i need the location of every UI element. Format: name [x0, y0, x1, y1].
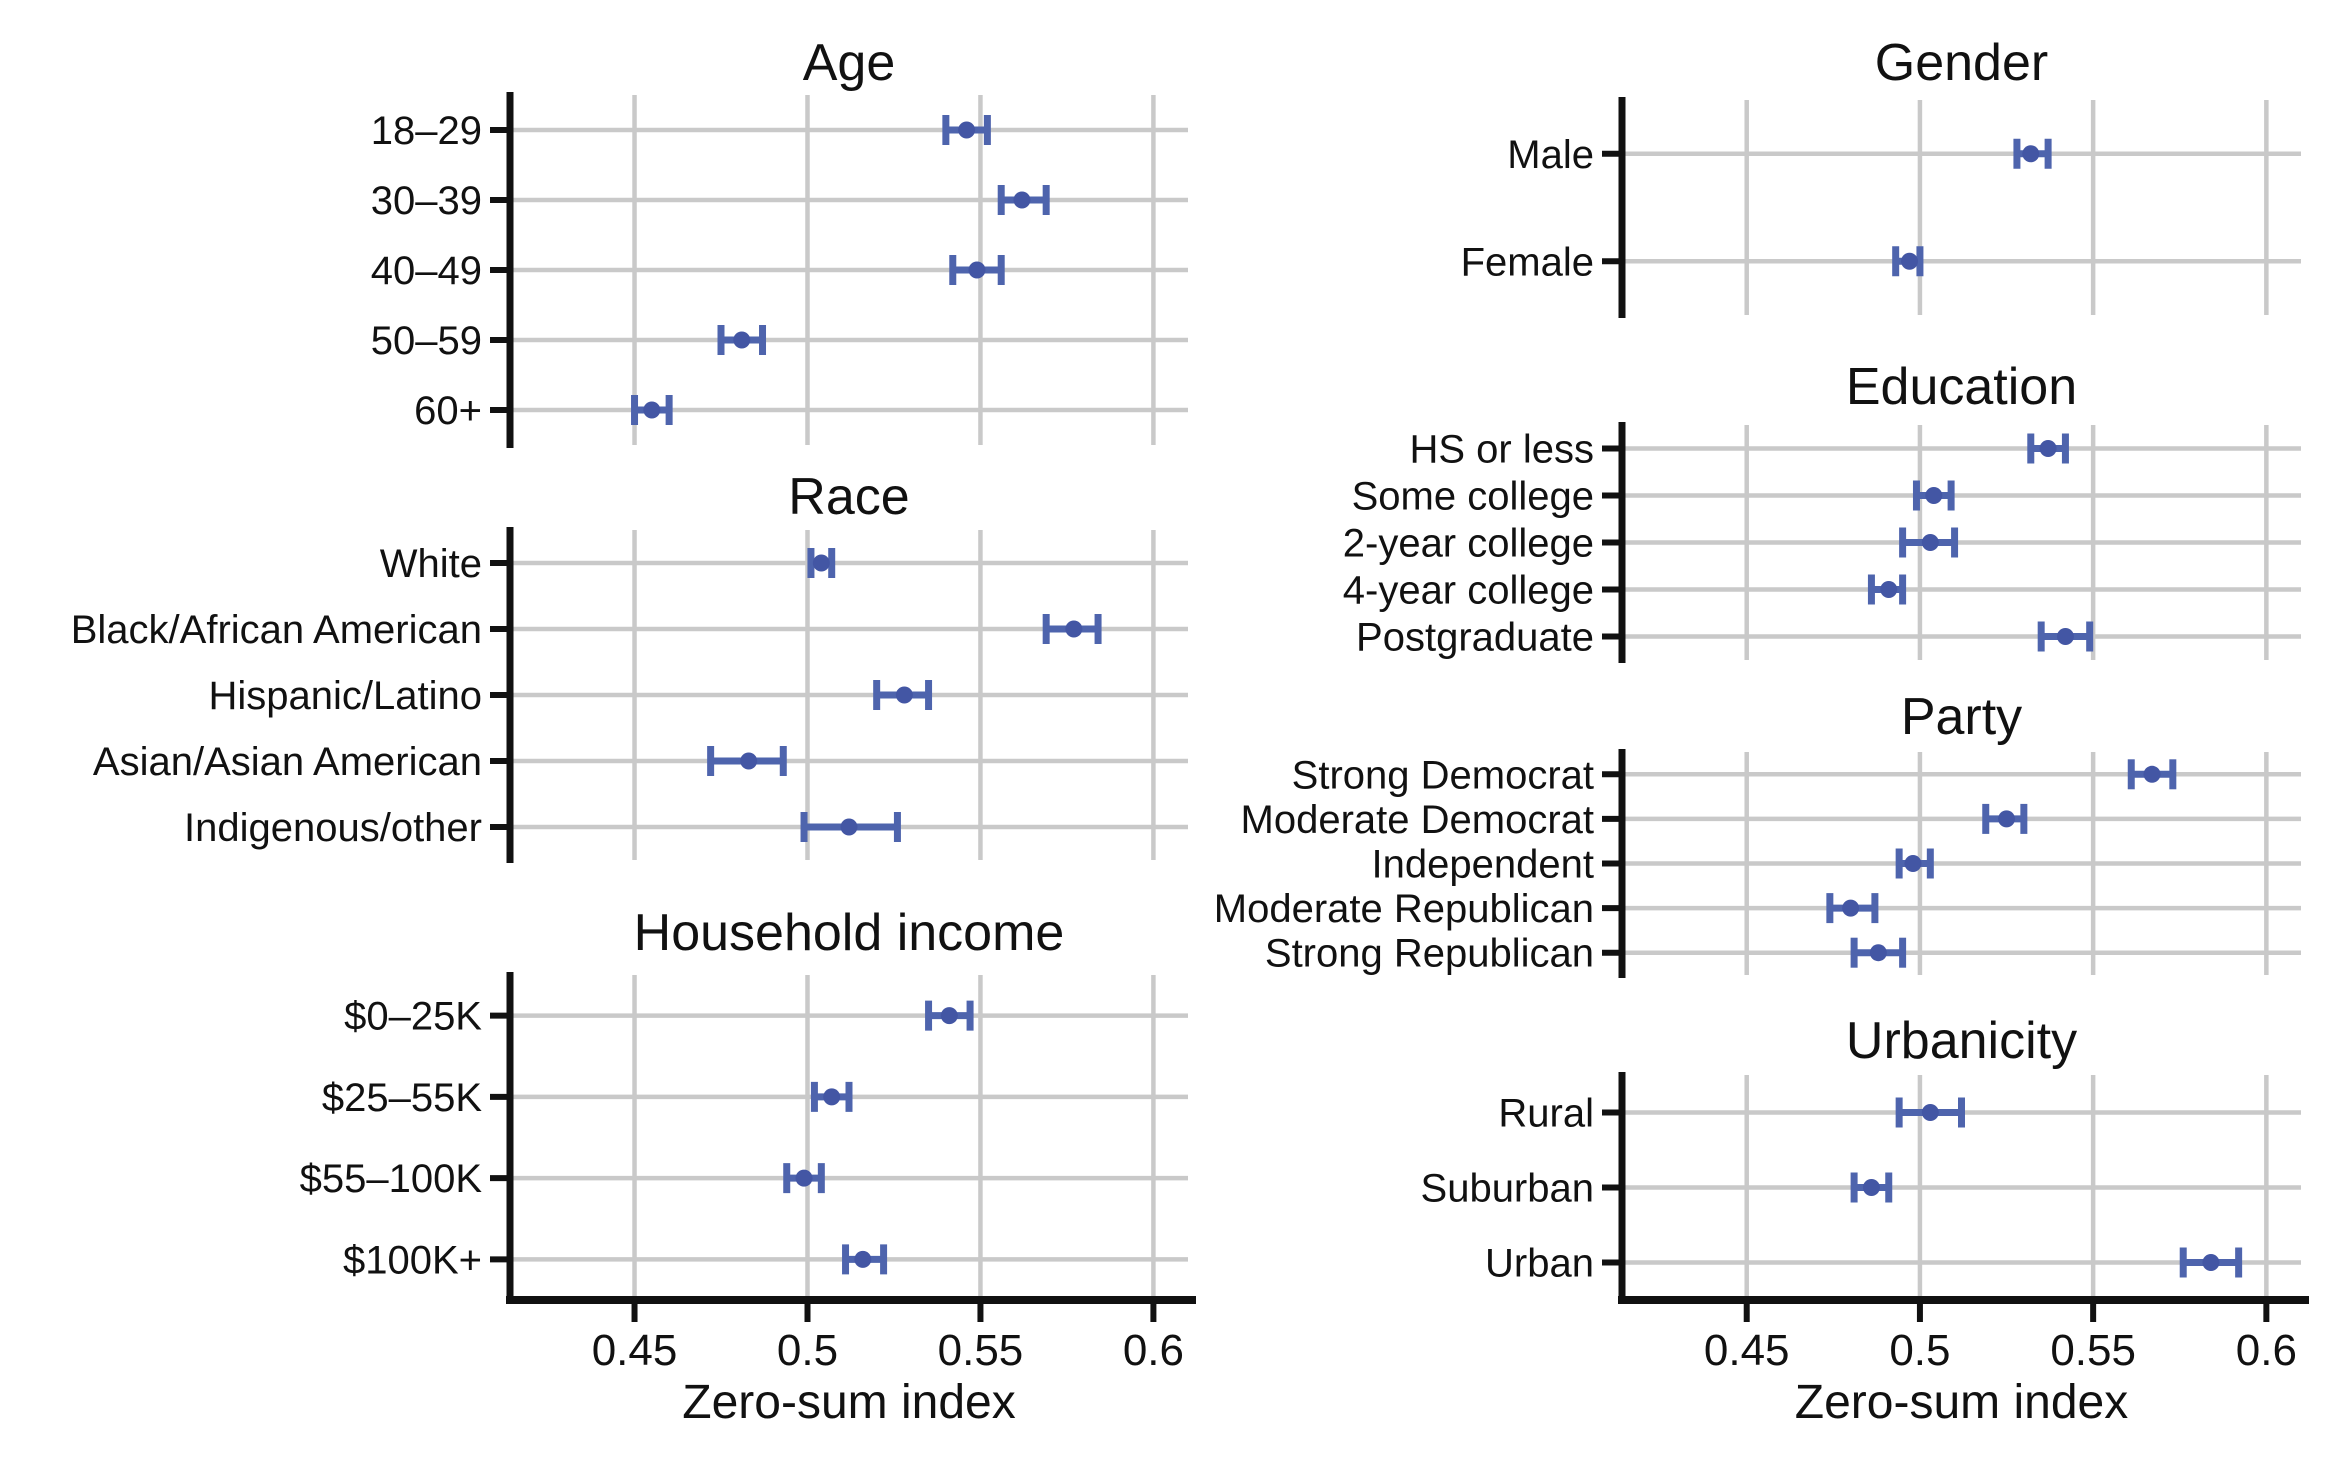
panel-title: Age [803, 34, 896, 92]
row-label: Postgraduate [1356, 616, 1594, 660]
point-estimate-dot [854, 1250, 872, 1268]
row-label: Some college [1352, 475, 1594, 519]
panel-title: Urbanicity [1846, 1012, 2077, 1070]
row-label: Rural [1498, 1092, 1594, 1136]
x-tick-label: 0.6 [2236, 1326, 2297, 1375]
point-estimate-dot [1921, 534, 1939, 551]
point-estimate-dot [1065, 620, 1083, 638]
row-label: Female [1461, 240, 1594, 284]
point-estimate-dot [1869, 944, 1887, 962]
point-estimate-dot [895, 686, 913, 704]
x-tick-label: 0.45 [1704, 1326, 1790, 1375]
panel-title: Race [788, 468, 909, 526]
row-label: 50–59 [371, 319, 482, 363]
x-tick-label: 0.6 [1123, 1326, 1184, 1375]
x-axis-title: Zero-sum index [1795, 1376, 2128, 1429]
row-label: $0–25K [344, 995, 482, 1039]
panel-title: Household income [634, 904, 1065, 962]
row-label: Hispanic/Latino [209, 674, 483, 718]
row-label: Male [1507, 133, 1594, 177]
x-tick-label: 0.55 [938, 1326, 1024, 1375]
row-label: Urban [1485, 1242, 1594, 1286]
row-label: $100K+ [343, 1238, 482, 1282]
point-estimate-dot [968, 261, 986, 279]
panel-title: Party [1901, 688, 2022, 746]
row-label: Suburban [1421, 1167, 1594, 1211]
point-estimate-dot [2056, 628, 2074, 645]
point-estimate-dot [1862, 1179, 1880, 1196]
point-estimate-dot [1901, 252, 1919, 270]
point-estimate-dot [740, 752, 758, 770]
row-label: $55–100K [300, 1157, 483, 1201]
point-estimate-dot [2022, 145, 2040, 163]
x-tick-label: 0.55 [2050, 1326, 2136, 1375]
point-estimate-dot [1880, 581, 1898, 598]
point-estimate-dot [940, 1007, 958, 1025]
row-label: Moderate Democrat [1241, 798, 1594, 842]
row-label: HS or less [1410, 428, 1595, 472]
row-label: Asian/Asian American [93, 740, 482, 784]
point-estimate-dot [1921, 1104, 1939, 1121]
point-estimate-dot [840, 818, 858, 836]
point-estimate-dot [1842, 899, 1860, 917]
panel-title: Gender [1875, 34, 2048, 92]
row-label: 18–29 [371, 109, 482, 153]
point-estimate-dot [2143, 765, 2161, 783]
row-label: Independent [1372, 843, 1594, 887]
row-label: Strong Republican [1265, 932, 1594, 976]
row-label: 2-year college [1343, 522, 1594, 566]
row-label: Strong Democrat [1292, 753, 1594, 797]
row-label: Black/African American [71, 608, 482, 652]
row-label: Moderate Republican [1214, 887, 1594, 931]
row-label: Indigenous/other [184, 806, 482, 850]
point-estimate-dot [643, 401, 661, 419]
point-estimate-dot [2039, 440, 2057, 457]
row-label: White [380, 542, 482, 586]
point-estimate-dot [823, 1088, 841, 1106]
point-estimate-dot [2202, 1254, 2220, 1271]
point-estimate-dot [1013, 191, 1031, 209]
point-estimate-dot [958, 121, 976, 139]
row-label: 30–39 [371, 179, 482, 223]
row-label: $25–55K [322, 1076, 482, 1120]
x-axis-title: Zero-sum index [682, 1376, 1015, 1429]
x-tick-label: 0.5 [777, 1326, 838, 1375]
row-label: 40–49 [371, 249, 482, 293]
point-estimate-dot [733, 331, 751, 349]
x-tick-label: 0.45 [592, 1326, 678, 1375]
row-label: 4-year college [1343, 569, 1594, 613]
row-label: 60+ [414, 389, 482, 433]
point-estimate-dot [1904, 855, 1922, 872]
point-estimate-dot [812, 554, 830, 572]
x-tick-label: 0.5 [1889, 1326, 1950, 1375]
point-estimate-dot [795, 1169, 813, 1187]
panel-title: Education [1846, 358, 2077, 416]
point-estimate-dot [1925, 487, 1943, 504]
point-estimate-dot [1998, 810, 2016, 828]
